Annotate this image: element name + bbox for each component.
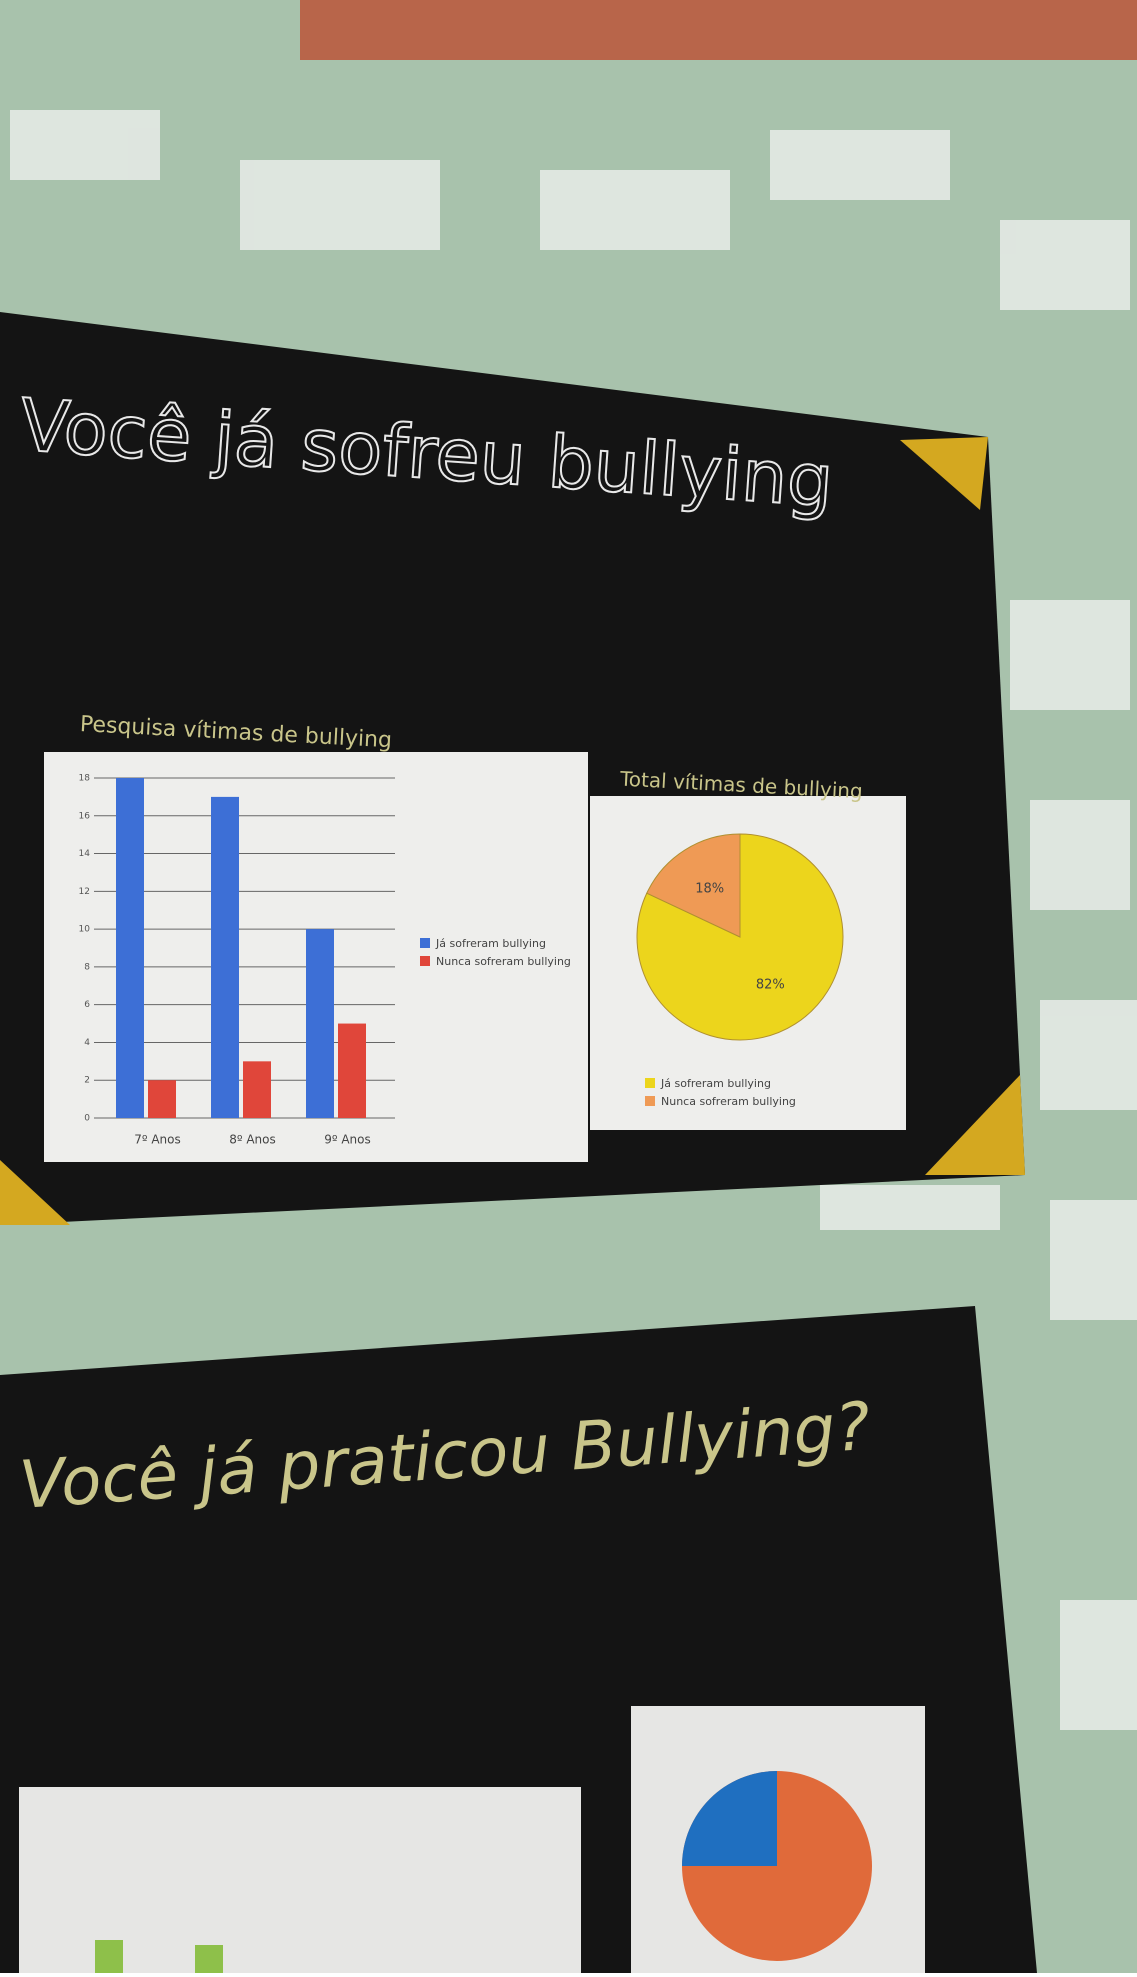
bar <box>148 1080 176 1118</box>
y-tick-label: 10 <box>79 925 91 935</box>
bar <box>306 929 334 1118</box>
bar <box>95 1940 123 1973</box>
value-label: 82% <box>756 977 785 992</box>
bar <box>195 1945 223 1973</box>
legend-swatch <box>420 956 430 966</box>
y-tick-label: 2 <box>84 1076 90 1086</box>
legend-label: Nunca sofreram bullying <box>661 1095 796 1108</box>
x-tick-label: 8º Anos <box>229 1133 276 1147</box>
y-tick-label: 8 <box>84 962 90 972</box>
value-label: 18% <box>695 882 724 897</box>
x-tick-label: 9º Anos <box>324 1133 371 1147</box>
bar <box>243 1061 271 1118</box>
y-tick-label: 16 <box>79 811 91 821</box>
y-tick-label: 14 <box>79 849 91 859</box>
legend-swatch <box>645 1096 655 1106</box>
photo: Você já sofreu bullying Você já praticou… <box>0 0 1137 1973</box>
legend-label: Já sofreram bullying <box>660 1077 771 1090</box>
y-tick-label: 0 <box>84 1114 90 1124</box>
x-tick-label: 7º Anos <box>134 1133 181 1147</box>
legend-label: Nunca sofreram bullying <box>436 955 571 968</box>
y-tick-label: 12 <box>79 887 90 897</box>
bricks <box>300 0 1137 60</box>
y-tick-label: 6 <box>84 1000 90 1010</box>
page: Você já sofreu bullying Você já praticou… <box>0 0 1137 1973</box>
legend-swatch <box>645 1078 655 1088</box>
y-tick-label: 4 <box>84 1038 90 1048</box>
y-tick-label: 18 <box>79 774 91 784</box>
bar <box>338 1024 366 1118</box>
bar <box>116 778 144 1118</box>
legend-swatch <box>420 938 430 948</box>
bar <box>211 797 239 1118</box>
legend-label: Já sofreram bullying <box>435 937 546 950</box>
